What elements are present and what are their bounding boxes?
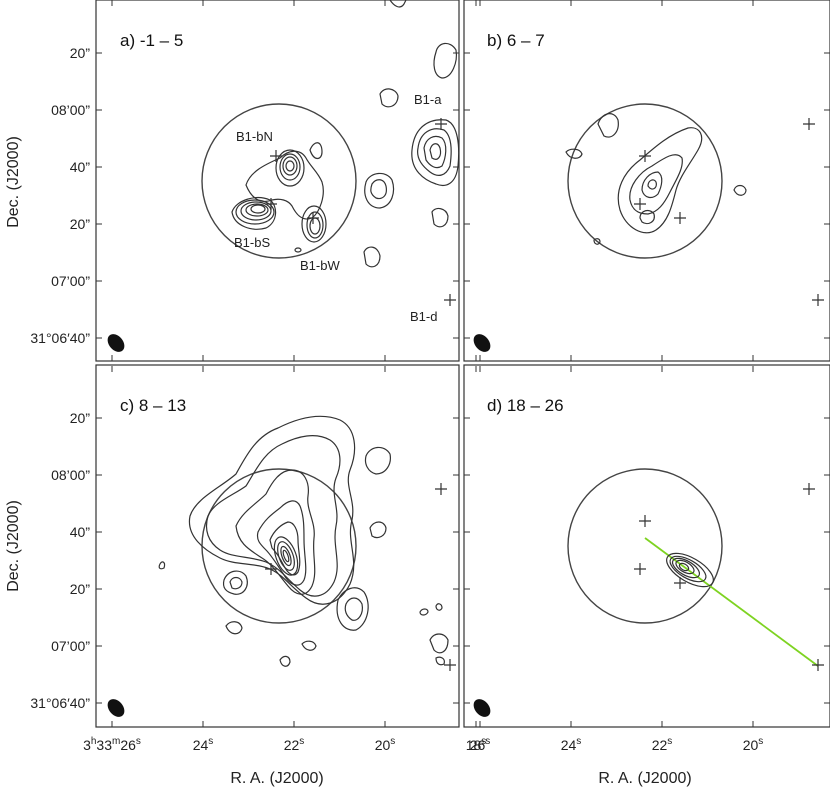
source-cross — [307, 212, 319, 224]
source-cross — [674, 212, 686, 224]
panel-a-label: a) -1 – 5 — [120, 31, 183, 50]
x-tick-label: 18s — [466, 736, 487, 753]
primary-beam-circle — [567, 103, 723, 259]
source-label-b1-bw: B1-bW — [300, 258, 340, 273]
source-label-b1-d: B1-d — [410, 309, 437, 324]
panel-d: d) 18 – 26 — [463, 364, 830, 728]
x-tick-labels: 3h33m26s24s22s20s18s26s24s22s20s18s — [83, 736, 764, 753]
y-tick-label: 20” — [70, 581, 91, 597]
source-cross — [265, 563, 277, 575]
outflow-axis-line — [644, 537, 819, 667]
source-cross — [812, 294, 824, 306]
panel-c-label: c) 8 – 13 — [120, 396, 186, 415]
y-tick-label: 07’00” — [51, 638, 90, 654]
y-tick-label: 08’00” — [51, 467, 90, 483]
source-cross — [634, 563, 646, 575]
y-tick-label: 07’00” — [51, 273, 90, 289]
x-tick-label: 3h33m26s — [83, 736, 141, 753]
source-cross — [803, 483, 815, 495]
primary-beam-circle — [567, 468, 723, 624]
panel-d-source-crosses — [634, 483, 824, 671]
source-label-b1-a: B1-a — [414, 92, 442, 107]
y-tick-label: 31°06′40” — [30, 695, 90, 711]
beam-ellipse — [107, 334, 125, 352]
source-cross — [634, 198, 646, 210]
source-cross — [639, 150, 651, 162]
source-cross — [674, 577, 686, 589]
x-tick-label: 24s — [193, 736, 214, 753]
contours-b1-bs — [231, 197, 277, 230]
source-cross — [639, 515, 651, 527]
x-tick-label: 20s — [375, 736, 396, 753]
x-axis-title-right: R. A. (J2000) — [598, 770, 691, 787]
panel-b-frame — [463, 0, 830, 362]
axis-ticks — [96, 0, 830, 727]
panel-c-source-crosses — [265, 483, 456, 671]
primary-beam-circle — [201, 468, 357, 624]
x-tick-label: 22s — [284, 736, 305, 753]
panel-b: b) 6 – 7 — [463, 0, 830, 362]
panel-d-frame — [463, 364, 830, 728]
source-cross — [803, 118, 815, 130]
contours-b1-a — [363, 0, 460, 268]
source-cross — [812, 659, 824, 671]
panel-b-source-crosses — [634, 118, 824, 306]
panel-c: c) 8 – 13 — [95, 364, 460, 728]
panel-b-label: b) 6 – 7 — [487, 31, 545, 50]
y-tick-label: 40” — [70, 524, 91, 540]
contours-panel-d — [666, 552, 714, 588]
x-tick-label: 24s — [561, 736, 582, 753]
contours-panel-b — [565, 113, 747, 245]
y-tick-label: 20” — [70, 216, 91, 232]
beam-ellipse — [473, 334, 491, 352]
source-cross — [265, 198, 277, 210]
primary-beam-circle — [201, 103, 357, 259]
y-tick-label: 08’00” — [51, 102, 90, 118]
panel-d-label: d) 18 – 26 — [487, 396, 564, 415]
y-tick-label: 40” — [70, 159, 91, 175]
source-cross — [444, 659, 456, 671]
source-label-b1-bn: B1-bN — [236, 129, 273, 144]
x-axis-title-left: R. A. (J2000) — [230, 770, 323, 787]
y-tick-label: 20” — [70, 410, 91, 426]
contours-panel-c — [158, 415, 449, 667]
beam-ellipse — [107, 699, 125, 717]
source-cross — [270, 150, 282, 162]
source-cross — [435, 118, 447, 130]
y-axis-title-top: Dec. (J2000) — [5, 136, 22, 228]
contours-b1-bn — [245, 142, 324, 220]
x-tick-label: 26s — [470, 736, 491, 753]
y-tick-label: 20” — [70, 45, 91, 61]
panel-c-frame — [95, 364, 460, 728]
source-cross — [435, 483, 447, 495]
source-label-b1-bs: B1-bS — [234, 235, 270, 250]
panel-a-frame — [95, 0, 460, 362]
y-tick-label: 31°06′40” — [30, 330, 90, 346]
panel-a-source-crosses — [265, 118, 456, 306]
y-tick-labels: 20” 08’00” 40” 20” 07’00” 31°06′40” 20” 08’00” 4… — [30, 45, 90, 711]
source-cross — [444, 294, 456, 306]
panel-a: a) -1 – 5 — [95, 0, 460, 362]
x-tick-label: 20s — [743, 736, 764, 753]
x-tick-label: 22s — [652, 736, 673, 753]
y-axis-title-bottom: Dec. (J2000) — [5, 500, 22, 592]
beam-ellipse — [473, 699, 491, 717]
